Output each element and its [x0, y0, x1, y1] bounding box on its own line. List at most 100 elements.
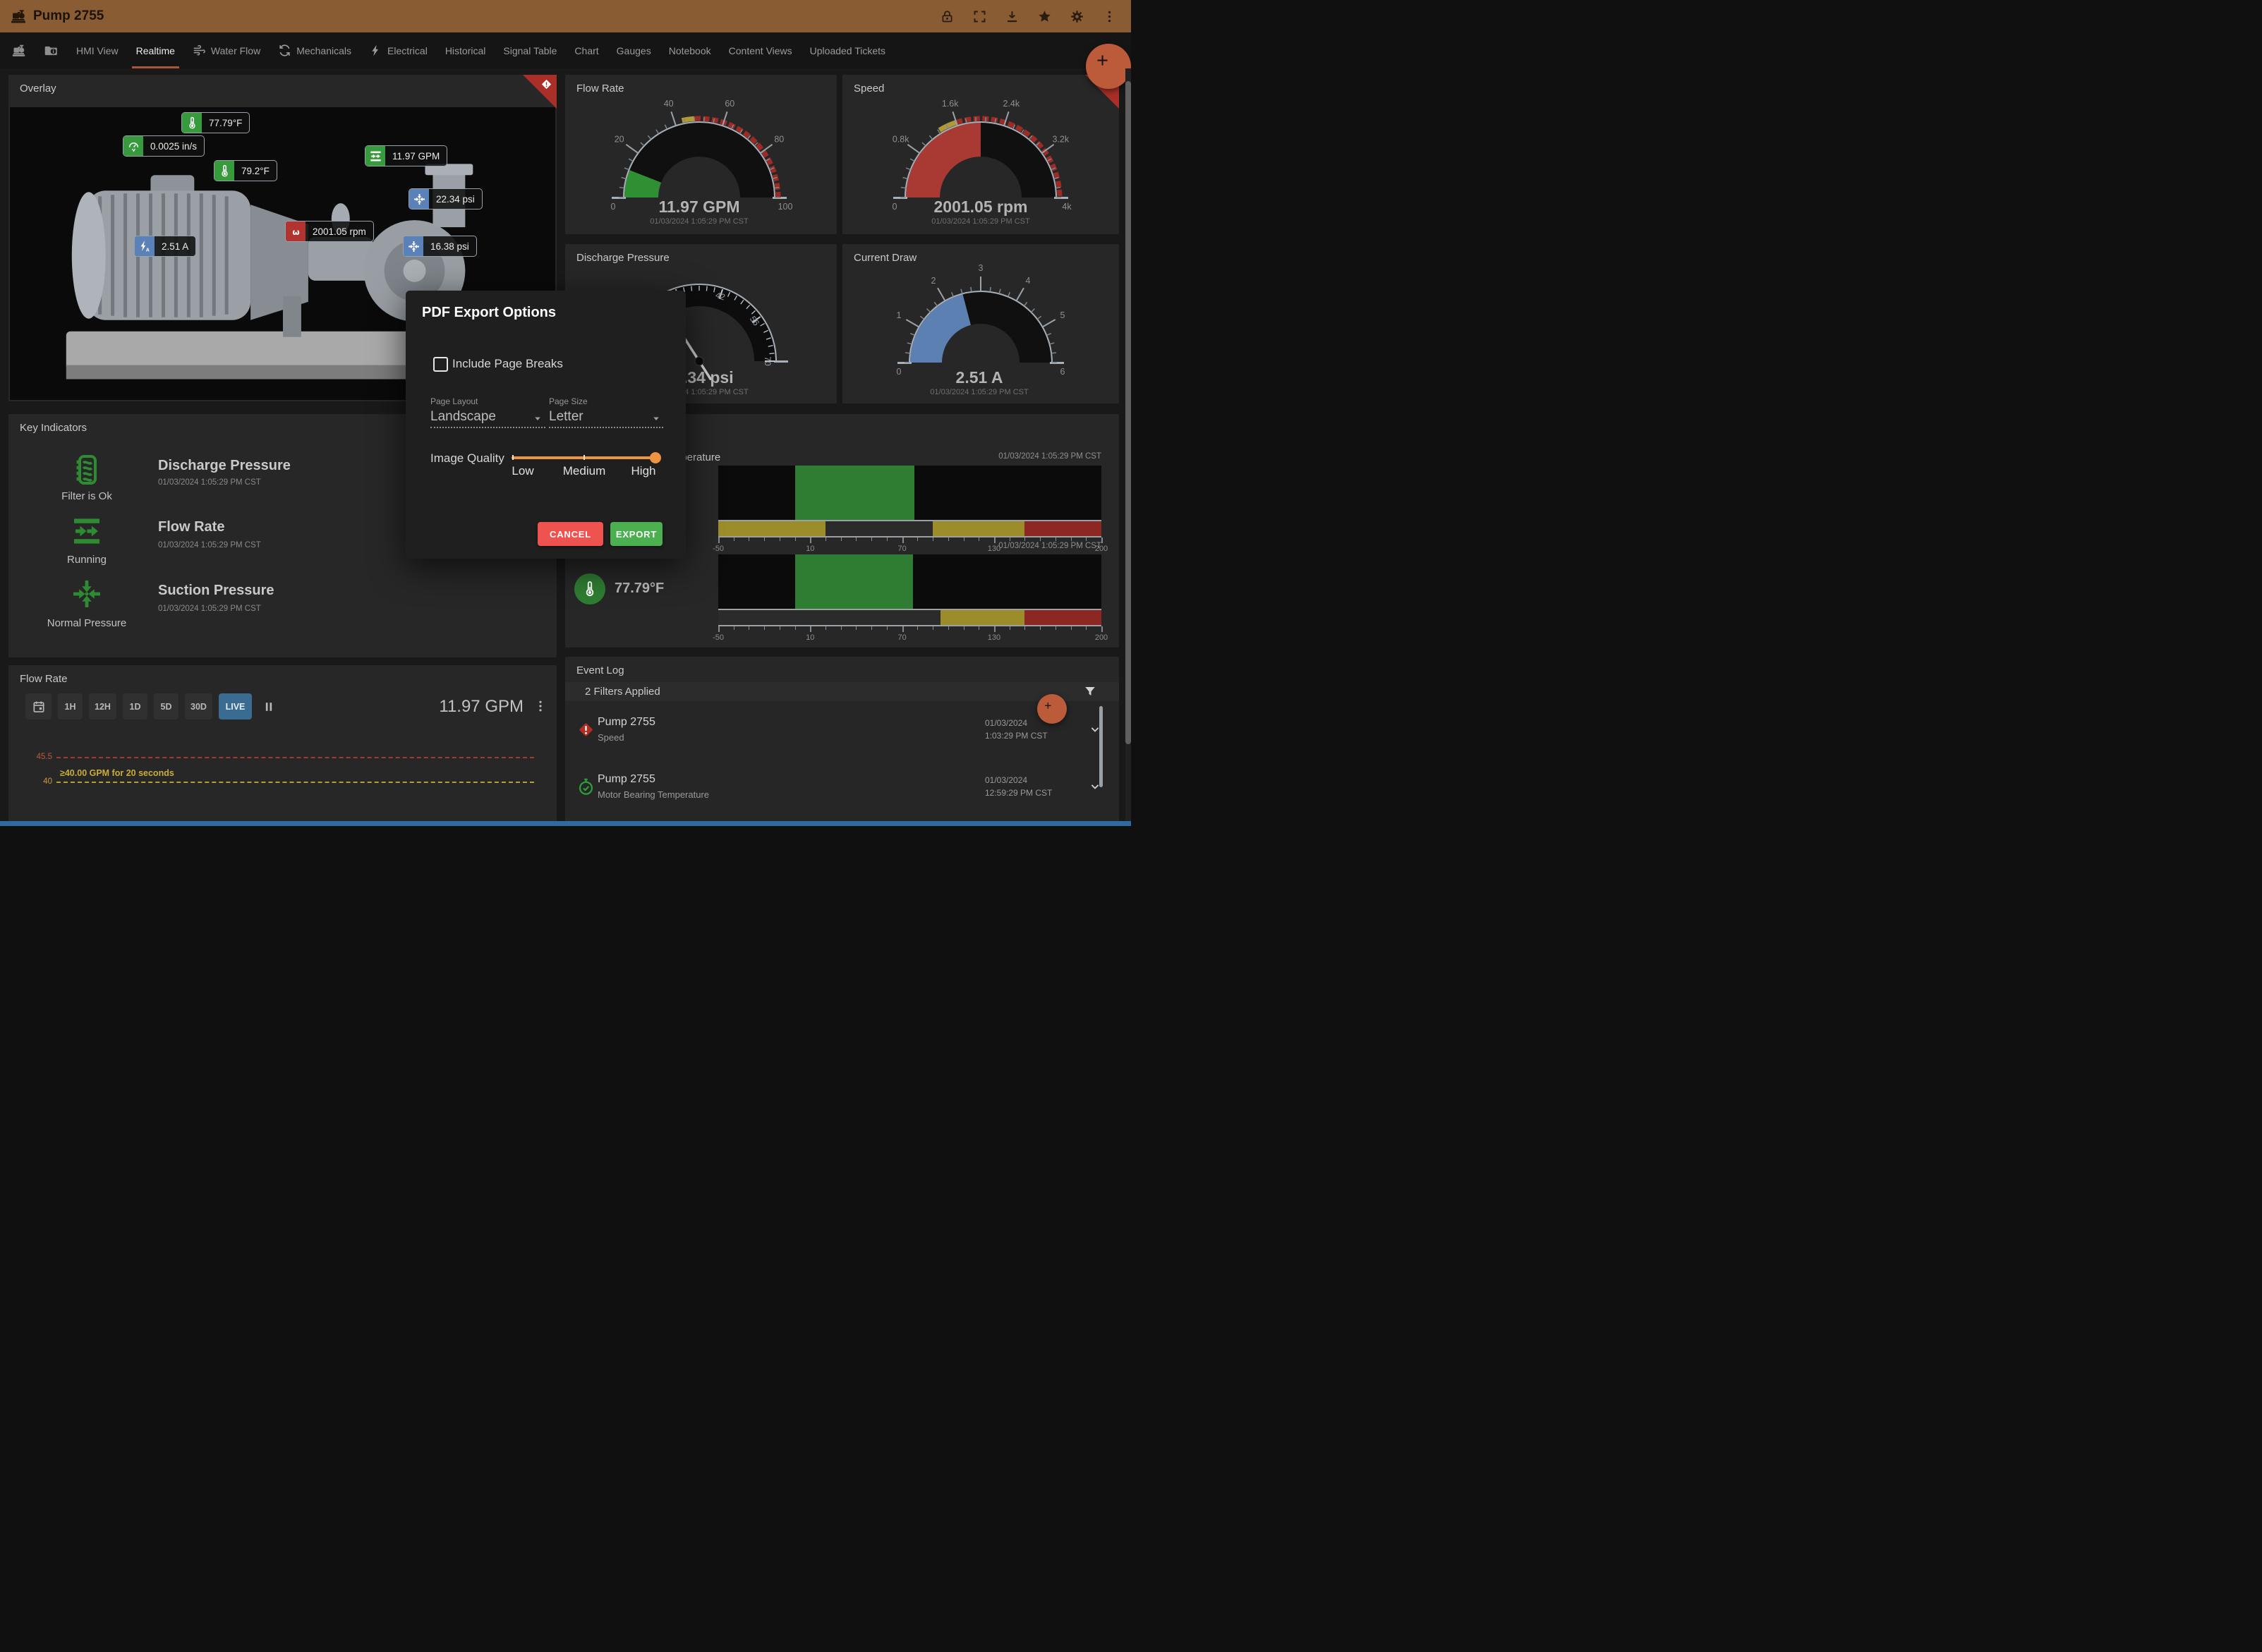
temperature-bullet-chart-1: -501070130200: [718, 466, 1101, 553]
event-row[interactable]: Pump 2755Speed01/03/20241:03:29 PM CST: [565, 701, 1119, 759]
cancel-button[interactable]: CANCEL: [538, 522, 603, 546]
sensor-chip: 0.0025 in/s: [123, 135, 205, 157]
top-bar: Pump 2755: [0, 0, 1131, 32]
gauge-timestamp: 01/03/2024 1:05:29 PM CST: [889, 217, 1072, 226]
signal-timestamp: 01/03/2024 1:05:29 PM CST: [158, 541, 261, 549]
sensor-chip: ω2001.05 rpm: [285, 221, 374, 242]
page-scrollbar-thumb[interactable]: [1125, 81, 1131, 744]
sensor-value: 77.79°F: [202, 113, 249, 133]
caret-down-icon[interactable]: [650, 412, 663, 425]
y-axis-label: 45.5: [21, 753, 52, 761]
tab-electrical[interactable]: Electrical: [369, 32, 428, 68]
kebab-icon[interactable]: [1102, 9, 1117, 24]
current-draw-gauge-panel: Current Draw 1234506 2.51 A 01/03/2024 1…: [842, 244, 1119, 403]
page-size-underline: [549, 427, 663, 428]
svg-text:3: 3: [979, 263, 984, 273]
range-button-1h[interactable]: 1H: [58, 693, 83, 719]
chart-menu-kebab-icon[interactable]: [533, 699, 548, 713]
filter-doc-status-icon: [70, 453, 104, 487]
tab-uploaded-tickets[interactable]: Uploaded Tickets: [810, 32, 885, 68]
svg-text:80: 80: [774, 135, 784, 145]
stopwatch-icon: [576, 777, 595, 796]
signal-timestamp: 01/03/2024 1:05:29 PM CST: [158, 605, 261, 613]
sensor-value: 11.97 GPM: [385, 146, 447, 166]
calendar-button[interactable]: [25, 693, 52, 719]
signal-timestamp: 01/03/2024 1:05:29 PM CST: [158, 478, 261, 487]
quality-option-medium[interactable]: Medium: [563, 464, 605, 478]
star-icon[interactable]: [1037, 9, 1052, 24]
tab-gauges[interactable]: Gauges: [617, 32, 651, 68]
horizontal-scrollbar[interactable]: [0, 821, 1131, 826]
tab-chart[interactable]: Chart: [574, 32, 598, 68]
pdf-export-modal: PDF Export Options Include Page Breaks P…: [406, 291, 686, 559]
compress-icon: [409, 189, 429, 209]
tab-historical[interactable]: Historical: [445, 32, 486, 68]
export-button[interactable]: EXPORT: [610, 522, 663, 546]
thermometer-icon: [214, 161, 234, 181]
range-button-12h[interactable]: 12H: [89, 693, 116, 719]
alert-diamond-icon: [576, 720, 595, 739]
quality-option-low[interactable]: Low: [512, 464, 533, 478]
svg-text:A: A: [145, 247, 149, 253]
download-icon[interactable]: [1005, 9, 1020, 24]
signal-name: Flow Rate: [158, 519, 224, 535]
svg-text:1: 1: [897, 310, 902, 320]
sensor-chip: 77.79°F: [181, 112, 250, 133]
caret-down-icon[interactable]: [531, 412, 544, 425]
settings-icon[interactable]: [1070, 9, 1084, 24]
chart-timestamp: 01/03/2024 1:05:29 PM CST: [890, 542, 1101, 550]
panel-title: Overlay: [20, 83, 56, 95]
sensor-chip: 11.97 GPM: [365, 145, 447, 166]
range-button-5d[interactable]: 5D: [154, 693, 179, 719]
status-label: Normal Pressure: [16, 617, 157, 629]
lock-icon[interactable]: [940, 9, 955, 24]
sensor-value: 22.34 psi: [429, 189, 482, 209]
sensor-value: 2.51 A: [155, 236, 195, 256]
add-content-fab[interactable]: [1086, 44, 1131, 89]
pause-button[interactable]: [260, 693, 278, 719]
filter-icon[interactable]: [1084, 685, 1096, 698]
page-layout-select[interactable]: Landscape: [430, 409, 496, 425]
svg-text:2: 2: [931, 276, 936, 286]
event-asset: Pump 2755: [598, 716, 655, 729]
tab-content-views[interactable]: Content Views: [729, 32, 792, 68]
page-size-select[interactable]: Letter: [549, 409, 583, 425]
tab-water-flow[interactable]: Water Flow: [193, 32, 260, 68]
range-button-1d[interactable]: 1D: [123, 693, 147, 719]
fullscreen-icon[interactable]: [972, 9, 987, 24]
tab-hmi-view[interactable]: HMI View: [76, 32, 119, 68]
range-button-30d[interactable]: 30D: [185, 693, 212, 719]
add-event-fab[interactable]: [1037, 694, 1067, 724]
tab-realtime[interactable]: Realtime: [136, 32, 175, 68]
tab-mechanicals[interactable]: Mechanicals: [278, 32, 351, 68]
app-title: Pump 2755: [33, 8, 104, 24]
wind-icon: [193, 44, 206, 57]
sync-icon: [278, 44, 291, 57]
sensor-value: 2001.05 rpm: [306, 221, 373, 241]
tab-label: Signal Table: [503, 45, 557, 56]
svg-text:70: 70: [763, 356, 773, 366]
tab-notebook[interactable]: Notebook: [669, 32, 711, 68]
y-axis-label: 40: [21, 777, 52, 786]
gauge-value: 11.97 GPM: [607, 198, 791, 217]
flow-rate-current-value: 11.97 GPM: [425, 697, 524, 717]
gauge-timestamp: 01/03/2024 1:05:29 PM CST: [607, 217, 791, 226]
folder-info-icon[interactable]: [44, 43, 59, 58]
svg-text:20: 20: [615, 135, 624, 145]
live-button[interactable]: LIVE: [219, 693, 252, 719]
temperature-bullet-chart-2: -501070130200: [718, 554, 1101, 642]
event-row[interactable]: Pump 2755Motor Bearing Temperature01/03/…: [565, 758, 1119, 816]
sensor-chip: A 2.51 A: [134, 236, 196, 257]
event-list-scrollbar[interactable]: [1099, 706, 1103, 787]
image-quality-label: Image Quality: [430, 451, 504, 466]
tab-signal-table[interactable]: Signal Table: [503, 32, 557, 68]
alert-corner-badge[interactable]: [523, 75, 557, 109]
pump-logo-icon: [10, 8, 27, 25]
pump-icon[interactable]: [11, 43, 26, 58]
temperature-reading: 77.79°F: [615, 581, 664, 597]
quality-option-high[interactable]: High: [631, 464, 656, 478]
flow-rate-gauge-panel: Flow Rate 204060800100 11.97 GPM 01/03/2…: [565, 75, 837, 234]
sensor-value: 16.38 psi: [423, 236, 476, 256]
include-page-breaks-checkbox[interactable]: [433, 357, 448, 372]
image-quality-slider-thumb[interactable]: [650, 452, 661, 463]
